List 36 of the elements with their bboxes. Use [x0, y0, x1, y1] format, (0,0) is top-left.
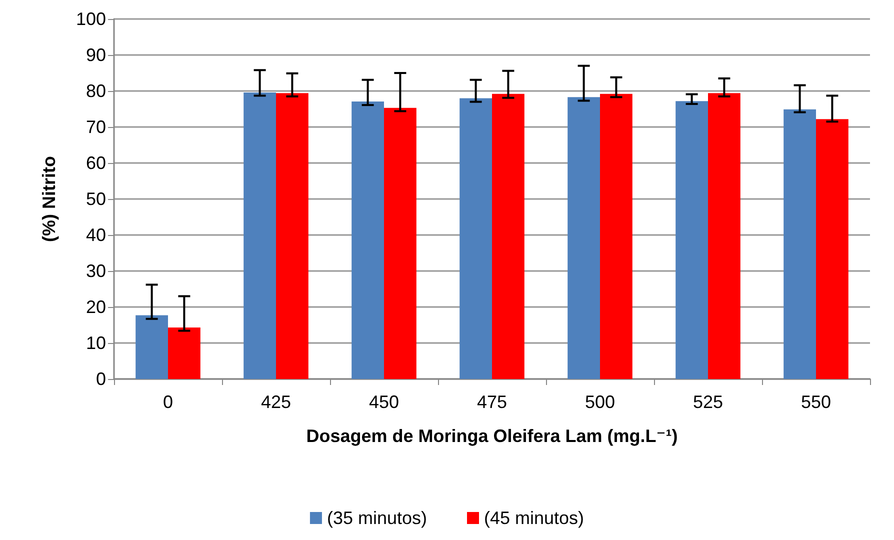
x-axis-title: Dosagem de Moringa Oleifera Lam (mg.L⁻¹): [306, 426, 678, 446]
legend-label: (45 minutos): [484, 508, 584, 528]
y-tick-label: 100: [76, 9, 106, 29]
y-axis-title: (%) Nitrito: [39, 156, 59, 242]
bar: [276, 93, 308, 379]
bar: [168, 328, 200, 379]
y-tick-label: 0: [96, 369, 106, 389]
bar: [708, 93, 740, 379]
bar: [136, 315, 168, 379]
y-tick-label: 10: [86, 333, 106, 353]
x-tick-label: 550: [800, 392, 832, 412]
y-tick-label: 60: [86, 153, 106, 173]
y-tick-label: 20: [86, 297, 106, 317]
bar: [460, 98, 492, 379]
x-tick-label: 525: [692, 392, 724, 412]
y-tick-label: 50: [86, 189, 106, 209]
x-tick-label: 450: [368, 392, 400, 412]
y-tick-label: 90: [86, 45, 106, 65]
bar: [676, 101, 708, 379]
x-tick-label: 425: [260, 392, 292, 412]
y-tick-label: 80: [86, 81, 106, 101]
legend-label: (35 minutos): [326, 508, 428, 528]
bar: [244, 92, 276, 379]
bar: [384, 108, 416, 379]
bar: [352, 101, 384, 379]
bar: [600, 94, 632, 379]
bar: [784, 109, 816, 379]
x-tick-label: 475: [476, 392, 508, 412]
x-tick-label: 500: [584, 392, 616, 412]
x-tick-label: 0: [162, 392, 174, 412]
y-tick-label: 40: [86, 225, 106, 245]
bar: [816, 119, 848, 379]
bar: [568, 97, 600, 379]
y-tick-label: 70: [86, 117, 106, 137]
bar: [492, 94, 524, 379]
y-tick-label: 30: [86, 261, 106, 281]
